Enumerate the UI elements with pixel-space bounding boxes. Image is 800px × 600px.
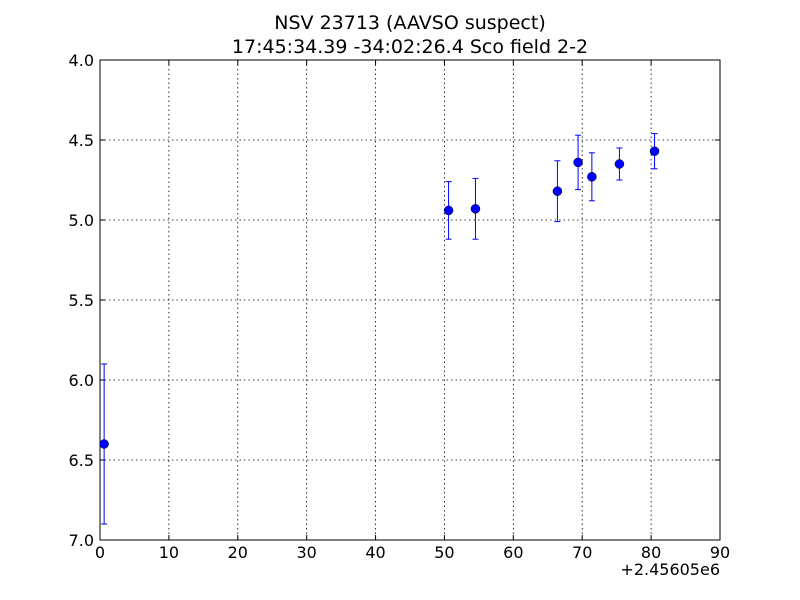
y-tick-label: 4.0 [69,51,94,70]
y-tick-label: 7.0 [69,531,94,550]
y-tick-label: 5.5 [69,291,94,310]
data-point [552,186,563,196]
x-tick-label: 30 [296,543,316,562]
grid-lines [100,60,720,540]
x-tick-label: 20 [228,543,248,562]
chart-subtitle: 17:45:34.39 -34:02:26.4 Sco field 2-2 [232,36,588,58]
y-tick-label: 6.5 [69,451,94,470]
data-point [470,204,481,214]
data-points [99,133,660,525]
y-tick-label: 6.0 [69,371,94,390]
data-point [614,159,625,169]
y-tick-label: 4.5 [69,131,94,150]
x-tick-label: 60 [503,543,523,562]
data-point [649,146,660,156]
x-tick-label: 10 [159,543,179,562]
chart-title: NSV 23713 (AAVSO suspect) [274,12,545,34]
x-tick-label: 70 [572,543,592,562]
data-point [443,205,454,216]
y-tick-label: 5.0 [69,211,94,230]
data-point [99,439,109,449]
x-tick-label: 90 [710,543,730,562]
x-tick-label: 80 [641,543,661,562]
x-tick-label: 40 [365,543,385,562]
x-offset-label: +2.45605e6 [620,560,720,579]
axis-ticks: 0 10 20 30 40 50 60 70 80 90 4.0 4.5 5.0 5.5 6.0 6.5 7.0 [69,51,731,562]
data-point [573,157,583,168]
x-tick-label: 50 [434,543,454,562]
data-point [587,172,597,182]
x-tick-label: 0 [95,543,105,562]
